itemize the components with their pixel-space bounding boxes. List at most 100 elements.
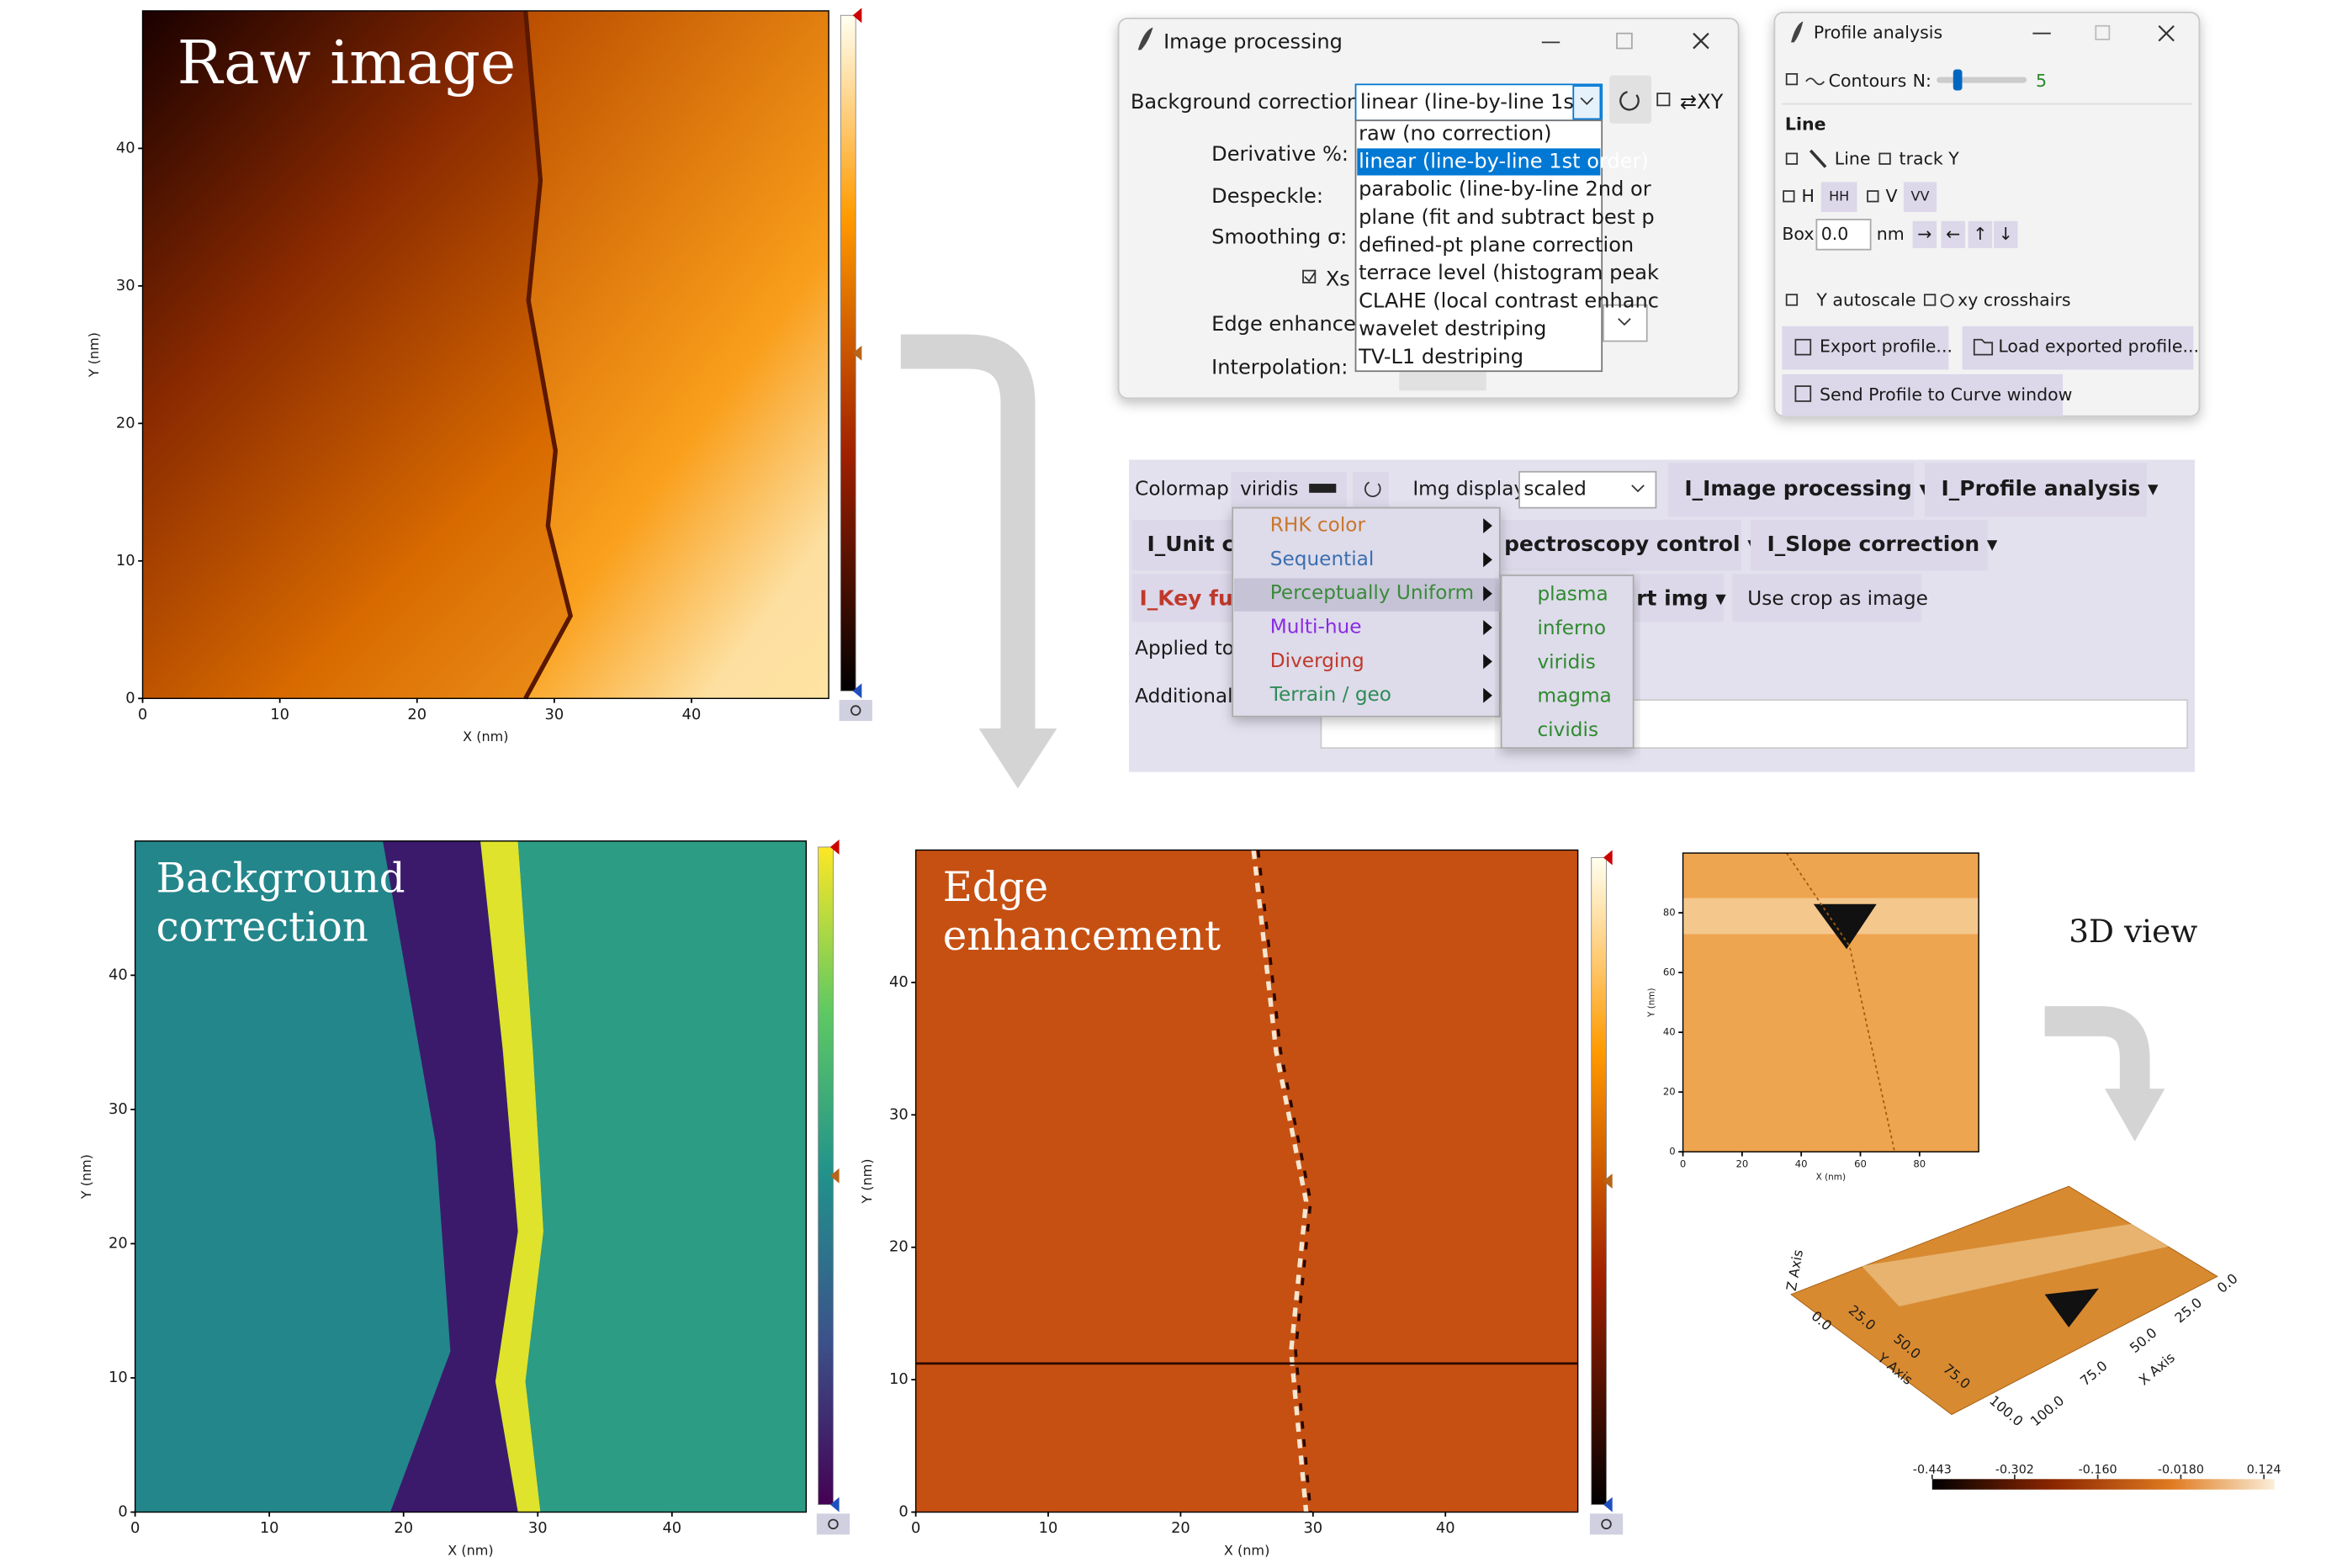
label: Derivative %: <box>1211 142 1349 166</box>
button-label[interactable]: I_Unit ce <box>1147 532 1248 556</box>
rect <box>1518 470 1657 509</box>
menu-item[interactable]: Terrain / geo <box>1269 683 1391 706</box>
y-tick-label: 20 <box>109 1234 128 1252</box>
colorbar-handle[interactable] <box>829 1168 840 1184</box>
button-label[interactable]: I_Image processing ▾ <box>1684 476 1930 501</box>
button-label[interactable]: Send Profile to Curve window <box>1820 384 2073 405</box>
menu-item[interactable]: Perceptually Uniform <box>1270 581 1474 604</box>
submenu-arrow <box>1483 687 1492 703</box>
arrow-head <box>2105 1089 2165 1142</box>
combobox-value[interactable]: linear (line-by-line 1st o <box>1360 90 1601 114</box>
menu-item[interactable]: plasma <box>1537 583 1608 606</box>
path <box>522 10 574 700</box>
rect <box>915 850 1578 1512</box>
path <box>525 10 829 699</box>
button-label[interactable]: → <box>1917 224 1931 244</box>
checkbox-label[interactable]: ⇄XY <box>1680 90 1724 114</box>
slider[interactable] <box>1937 77 2027 83</box>
button-label[interactable]: viridis <box>1240 478 1298 501</box>
menu-item[interactable]: cividis <box>1537 718 1598 741</box>
menu-item[interactable]: Diverging <box>1270 649 1364 672</box>
button-label[interactable]: Load exported profile... <box>1998 336 2199 357</box>
colorbar-handle[interactable] <box>1603 1173 1613 1189</box>
button[interactable] <box>1924 463 2147 517</box>
checkbox-label[interactable]: Xs <box>1326 267 1350 290</box>
button-label[interactable]: I_Key fur <box>1140 585 1244 610</box>
button[interactable] <box>1750 519 1988 571</box>
settings-button[interactable] <box>839 700 872 722</box>
dropdown-option[interactable]: parabolic (line-by-line 2nd or <box>1359 177 1651 201</box>
dropdown-option[interactable]: defined-pt plane correction <box>1359 233 1634 257</box>
plot-frame <box>914 849 1579 1513</box>
checkbox-label[interactable]: Y autoscale <box>1815 289 1915 310</box>
dropdown-option[interactable]: terrace level (histogram peak <box>1359 261 1659 284</box>
send-button[interactable] <box>1782 373 2064 416</box>
button-label[interactable]: rt img ▾ <box>1636 585 1726 610</box>
refresh-button[interactable] <box>1609 75 1652 124</box>
colorbar-handle[interactable] <box>1603 1496 1613 1512</box>
checkbox-label[interactable]: xy crosshairs <box>1958 289 2070 310</box>
x-tick-label: 30 <box>545 706 564 723</box>
checkbox-label[interactable]: H <box>1802 186 1815 206</box>
button-label[interactable]: Use crop as image <box>1747 587 1928 610</box>
colorbar-handle[interactable] <box>852 8 862 24</box>
button[interactable] <box>1968 220 1993 248</box>
button[interactable] <box>1667 463 1915 517</box>
dropdown-option[interactable]: wavelet destriping <box>1359 317 1546 341</box>
button-label[interactable]: ↓ <box>1999 224 2013 244</box>
colorbar-handle[interactable] <box>1603 850 1613 866</box>
menu-item[interactable]: inferno <box>1537 617 1606 639</box>
button[interactable] <box>1633 574 1724 622</box>
window-title: Profile analysis <box>1814 23 1942 43</box>
dropdown-option[interactable]: TV-L1 destriping <box>1358 345 1523 368</box>
rect <box>1572 85 1602 120</box>
menu-item[interactable]: RHK color <box>1270 514 1366 537</box>
dropdown-option[interactable]: CLAHE (local contrast enhanc <box>1359 289 1659 312</box>
button[interactable] <box>1993 220 2018 248</box>
label: Despeckle: <box>1211 184 1323 208</box>
colorbar-tick-label: -0.302 <box>1995 1464 2034 1477</box>
y-axis-label: Y (nm) <box>78 1154 94 1200</box>
button[interactable] <box>1912 220 1937 248</box>
menu-item[interactable]: magma <box>1537 685 1611 707</box>
settings-button[interactable] <box>816 1513 850 1535</box>
menu-item[interactable]: Sequential <box>1270 548 1375 570</box>
panel-title: enhancement <box>943 913 1221 960</box>
menu-item[interactable]: viridis <box>1537 650 1595 673</box>
checkbox-label[interactable]: Line <box>1835 149 1871 169</box>
button-label[interactable]: pectroscopy control ▾ <box>1504 532 1758 556</box>
button[interactable] <box>1732 574 1922 622</box>
button-label[interactable]: I_Profile analysis ▾ <box>1942 476 2159 501</box>
dropdown-option[interactable]: linear (line-by-line 1st order) <box>1359 149 1649 172</box>
button-label[interactable]: ← <box>1946 224 1960 244</box>
path <box>1785 852 1896 1152</box>
y-axis-label: Y (nm) <box>86 332 102 378</box>
colorbar-handle[interactable] <box>829 840 840 855</box>
button-label[interactable]: ↑ <box>1973 224 1987 244</box>
reset-button[interactable] <box>1352 471 1389 508</box>
checkbox-label[interactable]: V <box>1885 186 1897 206</box>
dropdown-option[interactable]: raw (no correction) <box>1359 121 1551 145</box>
colorbar-handle[interactable] <box>852 683 862 699</box>
menu-item[interactable]: Multi-hue <box>1270 616 1362 638</box>
y-tick-label: 10 <box>109 1369 128 1386</box>
button-label[interactable]: I_Slope correction ▾ <box>1767 532 1997 556</box>
settings-button[interactable] <box>1589 1513 1624 1535</box>
button[interactable]: VV <box>1911 188 1930 204</box>
load-button[interactable] <box>1962 326 2194 370</box>
colorbar-handle[interactable] <box>852 345 862 361</box>
dropdown-option[interactable]: plane (fit and subtract best p <box>1359 205 1655 229</box>
button[interactable] <box>1501 519 1742 571</box>
button-label[interactable]: Export profile... <box>1820 336 1953 357</box>
input-value[interactable]: 0.0 <box>1821 224 1849 244</box>
checkbox-label[interactable]: track Y <box>1900 149 1960 169</box>
button[interactable] <box>1941 220 1966 248</box>
button[interactable] <box>1131 574 1237 622</box>
button[interactable] <box>1131 519 1237 571</box>
x-tick-label: 30 <box>1303 1519 1322 1537</box>
settings-icon <box>828 1518 839 1530</box>
checkbox-label[interactable]: Contours <box>1829 71 1907 91</box>
button[interactable]: HH <box>1829 188 1849 204</box>
combobox-value[interactable]: scaled <box>1523 478 1586 501</box>
colorbar-handle[interactable] <box>829 1496 840 1512</box>
